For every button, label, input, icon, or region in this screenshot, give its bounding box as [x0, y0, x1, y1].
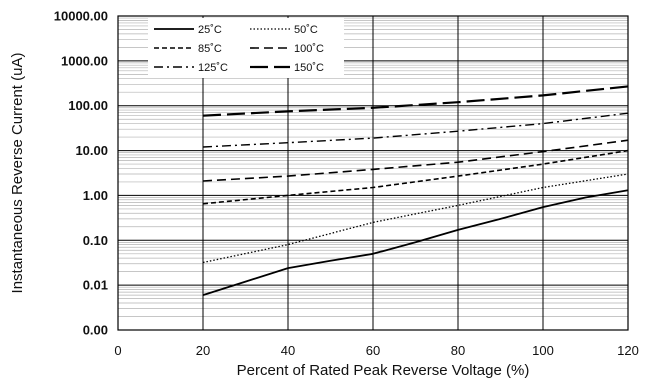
series-line-3	[202, 139, 629, 182]
x-tick-label: 100	[532, 343, 554, 358]
y-tick-label: 0.01	[83, 278, 108, 293]
y-tick-label: 10.00	[75, 143, 108, 158]
y-tick-label: 0.10	[83, 233, 108, 248]
x-tick-label: 20	[196, 343, 210, 358]
series-line-1	[202, 173, 629, 264]
x-tick-labels: 0 20 40 60 80 100 120	[114, 343, 638, 358]
legend-label: 100˚C	[294, 43, 324, 55]
legend: 25˚C 50˚C 85˚C 100˚C 125˚C 150˚C	[148, 18, 344, 78]
y-tick-label: 100.00	[68, 98, 108, 113]
series-line-0	[202, 189, 629, 296]
legend-label: 125˚C	[198, 62, 228, 74]
x-tick-label: 40	[281, 343, 295, 358]
x-tick-label: 80	[451, 343, 465, 358]
y-tick-label: 10000.00	[54, 9, 108, 24]
series-line-2	[202, 149, 629, 205]
series-line-4	[202, 112, 629, 148]
x-tick-label: 120	[617, 343, 639, 358]
series-lines	[202, 85, 629, 296]
plot-frame	[117, 15, 629, 331]
legend-label: 150˚C	[294, 62, 324, 74]
legend-label: 85˚C	[198, 43, 222, 55]
y-tick-label: 0.00	[83, 323, 108, 338]
x-tick-label: 0	[114, 343, 121, 358]
y-tick-labels: 0.00 0.01 0.10 1.00 10.00 100.00 1000.00 10000.…	[54, 9, 108, 338]
legend-label: 25˚C	[198, 24, 222, 36]
y-tick-label: 1.00	[83, 188, 108, 203]
x-tick-label: 60	[366, 343, 380, 358]
x-axis-title: Percent of Rated Peak Reverse Voltage (%…	[237, 362, 530, 379]
y-axis-title: Instantaneous Reverse Current (uA)	[9, 53, 26, 294]
legend-label: 50˚C	[294, 24, 318, 36]
y-tick-label: 1000.00	[61, 53, 108, 68]
series-line-5	[202, 85, 629, 117]
